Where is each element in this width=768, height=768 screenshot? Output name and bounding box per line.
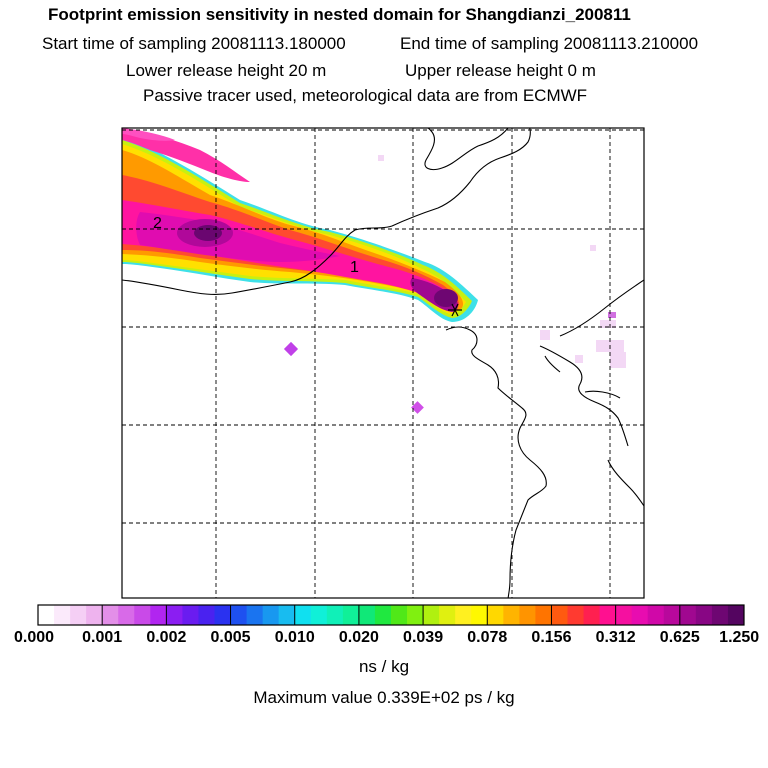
plume-layer-inner: [122, 200, 458, 312]
colorbar-dividers: [101, 605, 681, 625]
colorbar-cell: [326, 605, 344, 625]
colorbar-cell: [567, 605, 585, 625]
isolated-blob-2: [411, 401, 424, 414]
colorbar-cell: [358, 605, 376, 625]
colorbar-cell: [455, 605, 472, 625]
upper-release-label: Upper release height 0 m: [405, 61, 596, 80]
colorbar-tick-label: 0.312: [595, 629, 636, 646]
colorbar-tick-label: 1.250: [719, 629, 760, 646]
colorbar-tick-label: 0.005: [210, 629, 251, 646]
colorbar-tick-label: 0.001: [82, 629, 123, 646]
colorbar-cell: [102, 605, 119, 625]
plume-upper-fringe: [122, 128, 250, 182]
colorbar-cell: [310, 605, 328, 625]
colorbar-cell: [647, 605, 665, 625]
map-frame: [121, 127, 645, 599]
lower-release-label: Lower release height 20 m: [126, 61, 327, 80]
colorbar-cell: [439, 605, 456, 625]
colorbar-cell: [278, 605, 296, 625]
faint-patch-dark: [608, 312, 616, 318]
colorbar-cell: [70, 605, 87, 625]
colorbar-cell: [294, 605, 312, 625]
colorbar-cell: [519, 605, 536, 625]
colorbar-cell: [407, 605, 424, 625]
colorbar-cell: [695, 605, 713, 625]
colorbar-cell: [214, 605, 232, 625]
colorbar-cell: [198, 605, 215, 625]
colorbar-tick-label: 0.020: [338, 629, 379, 646]
colorbar-tick-label: 0.002: [146, 629, 187, 646]
colorbar-cell: [535, 605, 552, 625]
colorbar-tick-label: 0.156: [531, 629, 572, 646]
end-time-label: End time of sampling 20081113.210000: [400, 34, 699, 53]
colorbar-cell: [134, 605, 151, 625]
colorbar-cell: [711, 605, 729, 625]
colorbar-cell: [342, 605, 360, 625]
colorbar-cell: [166, 605, 183, 625]
isolated-blob-1: [283, 341, 299, 357]
units-label: ns / kg: [358, 657, 410, 676]
colorbar-tick-label: 0.625: [659, 629, 700, 646]
colorbar-cell: [391, 605, 408, 625]
colorbar-tick-label: 0.039: [403, 629, 444, 646]
coastlines: [122, 128, 644, 598]
colorbar-cell: [150, 605, 167, 625]
colorbar-tick-label: 0.000: [13, 629, 55, 646]
colorbar-frame: [37, 604, 745, 626]
colorbar-cell: [118, 605, 135, 625]
colorbar-cell: [727, 605, 745, 625]
colorbar-cell: [182, 605, 199, 625]
footprint-map: 2 1: [121, 127, 645, 599]
colorbar-tick-label: 0.078: [467, 629, 508, 646]
colorbar-cell: [503, 605, 520, 625]
colorbar-cell: [86, 605, 103, 625]
colorbar-cell: [471, 605, 488, 625]
colorbar-cell: [615, 605, 633, 625]
colorbar-cell: [246, 605, 264, 625]
colorbar-cells: [38, 605, 745, 625]
tracer-info-label: Passive tracer used, meteorological data…: [143, 86, 588, 105]
colorbar-cell: [38, 605, 55, 625]
colorbar-cell: [374, 605, 392, 625]
colorbar-cell: [599, 605, 617, 625]
colorbar-cell: [583, 605, 601, 625]
colorbar-cell: [230, 605, 248, 625]
colorbar-cell: [487, 605, 504, 625]
plume-label-2: 2: [153, 215, 162, 232]
colorbar-cell: [54, 605, 71, 625]
colorbar-cell: [551, 605, 568, 625]
plume-label-1: 1: [350, 259, 359, 276]
colorbar-cell: [679, 605, 697, 625]
lat-lon-grid: [122, 128, 644, 598]
colorbar-cell: [631, 605, 649, 625]
colorbar-cell: [663, 605, 681, 625]
colorbar-tick-label: 0.010: [274, 629, 315, 646]
colorbar: [37, 604, 745, 626]
colorbar-cell: [262, 605, 280, 625]
colorbar-cell: [423, 605, 440, 625]
receptor-marker: [448, 303, 462, 317]
maximum-value-label: Maximum value 0.339E+02 ps / kg: [253, 688, 515, 707]
plot-title: Footprint emission sensitivity in nested…: [48, 5, 631, 24]
start-time-label: Start time of sampling 20081113.180000: [42, 34, 346, 53]
plume-upper-fringe-2: [122, 128, 175, 141]
